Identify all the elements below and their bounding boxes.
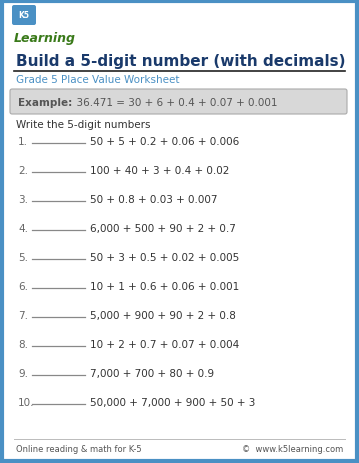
Text: 6,000 + 500 + 90 + 2 + 0.7: 6,000 + 500 + 90 + 2 + 0.7 xyxy=(90,224,236,233)
Text: 2.: 2. xyxy=(18,166,28,175)
Text: 6.: 6. xyxy=(18,282,28,291)
Text: ©  www.k5learning.com: © www.k5learning.com xyxy=(242,444,343,453)
Text: 7.: 7. xyxy=(18,310,28,320)
Text: Online reading & math for K-5: Online reading & math for K-5 xyxy=(16,444,141,453)
Text: 10 + 1 + 0.6 + 0.06 + 0.001: 10 + 1 + 0.6 + 0.06 + 0.001 xyxy=(90,282,239,291)
Text: 3.: 3. xyxy=(18,194,28,205)
Text: 100 + 40 + 3 + 0.4 + 0.02: 100 + 40 + 3 + 0.4 + 0.02 xyxy=(90,166,229,175)
Text: Write the 5-digit numbers: Write the 5-digit numbers xyxy=(16,120,150,130)
Text: 1.: 1. xyxy=(18,137,28,147)
Text: 7,000 + 700 + 80 + 0.9: 7,000 + 700 + 80 + 0.9 xyxy=(90,368,214,378)
Text: 5.: 5. xyxy=(18,252,28,263)
Text: 10.: 10. xyxy=(18,397,34,407)
Text: 5,000 + 900 + 90 + 2 + 0.8: 5,000 + 900 + 90 + 2 + 0.8 xyxy=(90,310,236,320)
FancyBboxPatch shape xyxy=(10,90,347,115)
Text: 9.: 9. xyxy=(18,368,28,378)
Text: 50,000 + 7,000 + 900 + 50 + 3: 50,000 + 7,000 + 900 + 50 + 3 xyxy=(90,397,255,407)
Text: 8.: 8. xyxy=(18,339,28,349)
Text: Example:: Example: xyxy=(18,97,72,107)
Text: 10 + 2 + 0.7 + 0.07 + 0.004: 10 + 2 + 0.7 + 0.07 + 0.004 xyxy=(90,339,239,349)
Text: Build a 5-digit number (with decimals): Build a 5-digit number (with decimals) xyxy=(16,54,345,69)
Text: 50 + 5 + 0.2 + 0.06 + 0.006: 50 + 5 + 0.2 + 0.06 + 0.006 xyxy=(90,137,239,147)
Text: K5: K5 xyxy=(19,12,29,20)
Text: 4.: 4. xyxy=(18,224,28,233)
Text: Grade 5 Place Value Worksheet: Grade 5 Place Value Worksheet xyxy=(16,75,180,85)
Text: 50 + 0.8 + 0.03 + 0.007: 50 + 0.8 + 0.03 + 0.007 xyxy=(90,194,218,205)
Text: 50 + 3 + 0.5 + 0.02 + 0.005: 50 + 3 + 0.5 + 0.02 + 0.005 xyxy=(90,252,239,263)
FancyBboxPatch shape xyxy=(12,6,36,26)
Text: 36.471 = 30 + 6 + 0.4 + 0.07 + 0.001: 36.471 = 30 + 6 + 0.4 + 0.07 + 0.001 xyxy=(70,97,278,107)
Text: Learning: Learning xyxy=(14,32,76,45)
